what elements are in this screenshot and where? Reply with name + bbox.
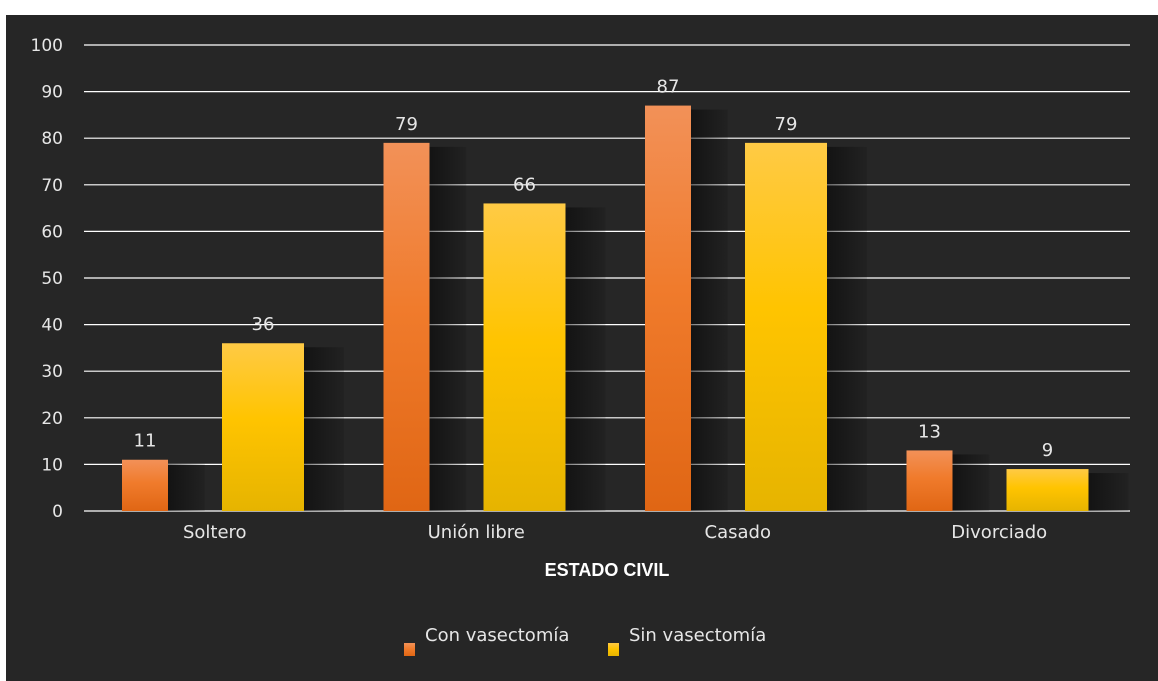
y-tick-label: 90 [41, 83, 63, 103]
bar-con-1 [383, 142, 430, 512]
category-label: Unión libre [428, 522, 525, 543]
bar-shadow [1088, 473, 1129, 511]
y-axis-ticks: 0 10 20 30 40 50 60 70 80 90 100 [31, 36, 63, 522]
legend-swatch-1 [608, 643, 619, 656]
x-axis-title: ESTADO CIVIL [545, 560, 670, 580]
bar-con-0 [122, 459, 168, 511]
bar-shadow [952, 454, 990, 511]
category-label: Divorciado [951, 522, 1047, 543]
data-label: 79 [775, 114, 798, 135]
y-tick-label: 80 [41, 129, 63, 149]
y-tick-label: 20 [41, 409, 63, 429]
data-label: 79 [395, 114, 418, 135]
y-tick-label: 40 [41, 316, 63, 336]
data-label: 87 [657, 77, 680, 98]
y-tick-label: 60 [41, 222, 63, 242]
y-tick-label: 10 [41, 455, 63, 475]
bar-shadow [429, 146, 467, 512]
data-label: 9 [1042, 440, 1053, 461]
bar-con-3 [906, 450, 953, 511]
category-label: Casado [705, 522, 771, 543]
bar-shadow [827, 146, 867, 512]
legend-label: Con vasectomía [425, 625, 569, 646]
bar-sin-1 [483, 203, 566, 511]
y-tick-label: 70 [41, 176, 63, 196]
data-label: 66 [513, 174, 536, 195]
data-label: 13 [918, 421, 941, 442]
legend-swatch-0 [404, 643, 415, 656]
y-tick-label: 0 [52, 502, 63, 522]
bar-con-2 [645, 105, 691, 511]
legend: Con vasectomía Sin vasectomía [404, 625, 766, 656]
y-tick-label: 50 [41, 269, 63, 289]
y-tick-label: 100 [31, 36, 63, 56]
bars [122, 105, 1129, 512]
data-label: 11 [134, 431, 157, 452]
bar-shadow [304, 347, 344, 511]
y-tick-label: 30 [41, 362, 63, 382]
bar-sin-3 [1006, 469, 1089, 511]
legend-label: Sin vasectomía [629, 625, 766, 646]
bar-shadow [691, 109, 728, 511]
bar-shadow [565, 207, 606, 511]
category-label: Soltero [183, 522, 247, 543]
data-labels: 11 36 79 66 87 79 13 9 [134, 77, 1054, 461]
bar-sin-0 [222, 343, 304, 511]
x-axis-categories: Soltero Unión libre Casado Divorciado [183, 522, 1047, 543]
data-label: 36 [252, 314, 275, 335]
bar-sin-2 [745, 142, 827, 512]
bar-shadow [168, 463, 205, 511]
